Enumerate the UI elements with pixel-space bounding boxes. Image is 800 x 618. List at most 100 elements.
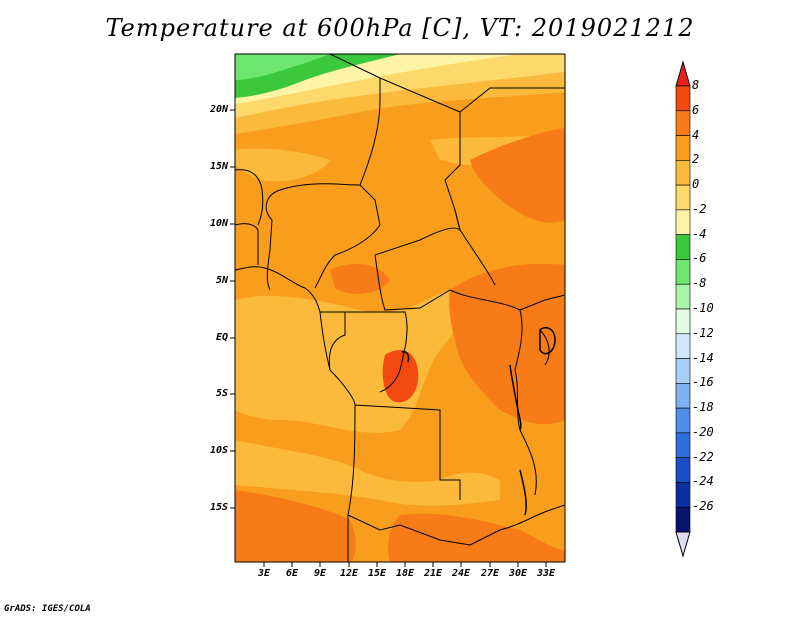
colorbar-label: -4 bbox=[692, 226, 707, 241]
lon-label-12e: 12E bbox=[339, 568, 359, 579]
lon-label-21e: 21E bbox=[423, 568, 443, 579]
temperature-field bbox=[235, 54, 565, 562]
colorbar-label: 6 bbox=[692, 102, 700, 117]
colorbar-label: 8 bbox=[692, 78, 700, 92]
border-chad-sudan bbox=[379, 77, 496, 286]
border-angola-zambia bbox=[347, 514, 501, 546]
lake-tanganyika bbox=[509, 364, 522, 431]
colorbar-label: -6 bbox=[692, 251, 707, 266]
colorbar-label: 2 bbox=[692, 152, 700, 167]
lat-tick-marks bbox=[230, 109, 235, 509]
border-zambia-zimbabwe bbox=[499, 504, 565, 531]
lake-mai-ndombe bbox=[401, 350, 410, 363]
field-hot-center bbox=[382, 350, 419, 403]
lon-tick-marks bbox=[263, 562, 547, 567]
colorbar-label: -14 bbox=[692, 350, 714, 365]
lat-label-5n: 5N bbox=[215, 275, 228, 286]
colorbar-segment bbox=[675, 209, 691, 235]
border-uganda-kenya bbox=[519, 294, 565, 311]
field-warm-center bbox=[330, 264, 390, 294]
colorbar-segment bbox=[675, 506, 691, 533]
border-chad-car bbox=[374, 227, 461, 256]
colorbar-label: -10 bbox=[692, 301, 714, 315]
colorbar-label: -20 bbox=[692, 424, 714, 439]
lon-label-18e: 18E bbox=[395, 568, 415, 579]
lat-label-5s: 5S bbox=[215, 388, 228, 399]
colorbar-bottom-triangle bbox=[675, 531, 691, 558]
colorbar-segment bbox=[675, 407, 691, 434]
lon-label-3e: 3E bbox=[257, 568, 271, 579]
border-gabon bbox=[320, 311, 346, 371]
colorbar-segment bbox=[675, 135, 691, 161]
border-car-south bbox=[374, 254, 451, 311]
lon-label-6e: 6E bbox=[285, 568, 299, 579]
colorbar-label: -16 bbox=[692, 375, 714, 390]
colorbar-label: -12 bbox=[692, 325, 714, 340]
map-title: Temperature at 600hPa [C], VT: 201902121… bbox=[105, 14, 695, 42]
colorbar-label: -8 bbox=[692, 276, 707, 291]
colorbar-label: -2 bbox=[692, 201, 707, 216]
lat-label-15n: 15N bbox=[209, 161, 228, 172]
border-drc-tanzania bbox=[514, 369, 537, 496]
coast-gulf-guinea bbox=[235, 266, 306, 289]
colorbar bbox=[675, 60, 691, 558]
border-sudan-car bbox=[454, 209, 461, 231]
colorbar-label: -18 bbox=[692, 400, 714, 415]
colorbar-segment bbox=[675, 383, 691, 409]
country-borders bbox=[235, 54, 565, 562]
lon-label-15e: 15E bbox=[367, 568, 387, 579]
lon-label-9e: 9E bbox=[313, 568, 327, 579]
border-niger-nigeria bbox=[265, 183, 361, 221]
lon-label-24e: 24E bbox=[451, 568, 471, 579]
lon-label-30e: 30E bbox=[508, 568, 528, 579]
lon-label-33e: 33E bbox=[536, 568, 556, 579]
colorbar-segment bbox=[675, 482, 691, 508]
border-drc-south-sudan bbox=[449, 289, 523, 371]
colorbar-segment bbox=[675, 85, 691, 112]
colorbar-label: -26 bbox=[692, 499, 714, 514]
colorbar-top-triangle bbox=[675, 60, 691, 87]
colorbar-segment bbox=[675, 234, 691, 260]
lake-victoria bbox=[539, 327, 556, 355]
colorbar-segment bbox=[675, 333, 691, 359]
field-patch-west bbox=[235, 148, 330, 182]
field-band-m8c bbox=[235, 54, 330, 80]
lat-label-20n: 20N bbox=[209, 104, 228, 115]
colorbar-segment bbox=[675, 160, 691, 186]
colorbar-label: -22 bbox=[692, 449, 714, 464]
map-frame bbox=[234, 53, 566, 563]
lat-label-eq: EQ bbox=[215, 332, 228, 343]
lat-label-15s: 15S bbox=[209, 502, 228, 513]
lakes bbox=[401, 327, 556, 516]
field-warm-south bbox=[388, 513, 565, 562]
lat-label-10s: 10S bbox=[209, 445, 228, 456]
colorbar-label: -24 bbox=[692, 474, 714, 489]
colorbar-segment bbox=[675, 184, 691, 211]
colorbar-segment bbox=[675, 432, 691, 458]
colorbar-label: 4 bbox=[692, 127, 700, 142]
border-ghana-togo bbox=[235, 223, 259, 265]
lon-label-27e: 27E bbox=[480, 568, 500, 579]
field-warm-east bbox=[470, 128, 565, 223]
lake-malawi bbox=[519, 469, 527, 516]
credit-text: GrADS: IGES/COLA bbox=[4, 604, 91, 614]
lat-label-10n: 10N bbox=[209, 218, 228, 229]
border-angola-drc bbox=[329, 369, 461, 500]
colorbar-segment bbox=[675, 308, 691, 335]
border-congo-drc bbox=[345, 311, 408, 393]
colorbar-segment bbox=[675, 283, 691, 310]
colorbar-segment bbox=[675, 358, 691, 384]
colorbar-segment bbox=[675, 457, 691, 483]
field-warm-southwest bbox=[235, 490, 356, 562]
border-lake-victoria bbox=[539, 329, 550, 366]
border-mali-burkina bbox=[235, 169, 264, 226]
colorbar-segment bbox=[675, 259, 691, 285]
field-light-south bbox=[235, 440, 500, 506]
colorbar-label: 0 bbox=[692, 177, 700, 192]
border-angola-west bbox=[347, 404, 356, 562]
coast-gabon bbox=[304, 287, 331, 371]
colorbar-segment bbox=[675, 110, 691, 136]
border-niger-chad bbox=[329, 54, 381, 226]
border-nigeria-cameroon bbox=[314, 224, 381, 289]
